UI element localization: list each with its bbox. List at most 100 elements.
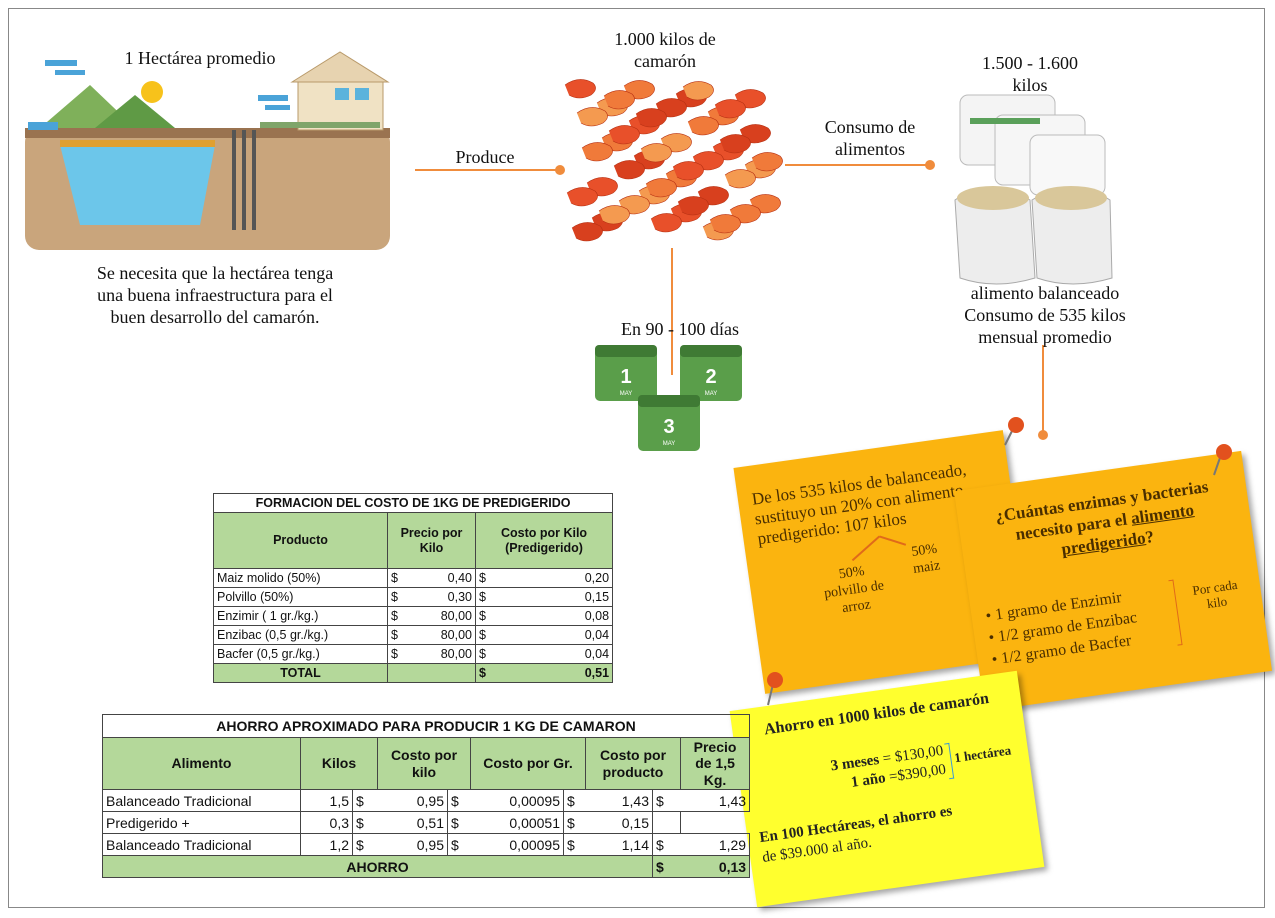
table-cell: $ [388, 607, 411, 626]
table-cell: $ [564, 834, 586, 856]
table-cell: 0,51 [501, 664, 613, 683]
table-cell [653, 812, 681, 834]
shrimp [565, 79, 596, 98]
table-cell: $ [448, 812, 471, 834]
table-cell: Polvillo (50%) [214, 588, 388, 607]
table-cell: $ [476, 664, 501, 683]
table-cell: 0,95 [378, 834, 448, 856]
pipe [260, 122, 380, 128]
calendar-day: 2 [705, 366, 716, 388]
table-cell: $ [653, 834, 681, 856]
shrimp [678, 196, 709, 215]
table-cell: $ [388, 645, 411, 664]
shrimp [577, 107, 608, 126]
water [60, 145, 215, 225]
sack-label [970, 118, 1040, 124]
table-cell: 0,95 [378, 790, 448, 812]
shrimp [604, 90, 635, 109]
pond-edge [60, 140, 215, 147]
table-cell: $ [476, 645, 501, 664]
table-cell: $ [388, 588, 411, 607]
shrimp [614, 160, 645, 179]
calendar-day: 3 [663, 416, 674, 438]
total-row: AHORRO$0,13 [103, 856, 750, 878]
table-cell: 0,08 [501, 607, 613, 626]
produce-label: Produce [440, 146, 530, 168]
table-cell: 0,51 [378, 812, 448, 834]
table-cell: 0,15 [501, 588, 613, 607]
data-row: Bacfer (0,5 gr./kg.)$80,00$0,04 [214, 645, 613, 664]
table-cell: 0,20 [501, 569, 613, 588]
text-line: buen desarrollo del camarón. [40, 306, 390, 328]
total-row: TOTAL $0,51 [214, 664, 613, 683]
feed-link-label: Consumo dealimentos [800, 116, 940, 160]
table-cell: 0,00051 [471, 812, 564, 834]
savings-scope: 1 hectárea [953, 739, 1034, 766]
table-cell: Enzimir ( 1 gr./kg.) [214, 607, 388, 626]
cloud [45, 60, 77, 66]
table-cell: Costo por producto [586, 738, 681, 790]
text-line: 1.000 kilos de [580, 28, 750, 50]
shrimp [673, 161, 704, 180]
text-line: 1.500 - 1.600 [950, 52, 1110, 74]
table-cell: 80,00 [411, 645, 476, 664]
table-cell: TOTAL [214, 664, 388, 683]
cost-table: FORMACION DEL COSTO DE 1KG DE PREDIGERID… [213, 493, 613, 683]
calendar-top [595, 345, 657, 357]
title-part: ? [1144, 527, 1155, 547]
per-unit: Por cadakilo [1179, 575, 1252, 614]
shrimp [599, 205, 630, 224]
window [335, 88, 349, 100]
connector-dot [555, 165, 565, 175]
table-cell: 0,13 [681, 856, 750, 878]
page: 1MAY2MAY3MAY 1 Hectárea promedio Se nece… [0, 0, 1275, 918]
text-line: mensual promedio [935, 326, 1155, 348]
table-cell: $ [353, 812, 378, 834]
table-cell: 0,04 [501, 645, 613, 664]
cloud [55, 70, 85, 75]
pipe [28, 122, 58, 130]
duration: En 90 - 100 días [590, 318, 770, 340]
table-cell: 80,00 [411, 626, 476, 645]
shrimp [720, 134, 751, 153]
table-cell [681, 812, 750, 834]
table-cell: Costo por Gr. [471, 738, 586, 790]
shrimp [688, 116, 719, 135]
table-cell [388, 664, 476, 683]
enzymes-title: ¿Cuántas enzimas y bacterias necesito pa… [967, 472, 1243, 572]
pipe [252, 130, 256, 230]
table-cell: $ [448, 834, 471, 856]
shrimp [725, 169, 756, 188]
table-cell: Enzibac (0,5 gr./kg.) [214, 626, 388, 645]
table-cell: 0,00095 [471, 790, 564, 812]
sack-grain [957, 186, 1029, 210]
pipe [242, 130, 246, 230]
table-cell: 1,43 [586, 790, 653, 812]
enzyme-items: • 1 gramo de Enzimir• 1/2 gramo de Enzib… [984, 580, 1181, 672]
data-row: Enzibac (0,5 gr./kg.)$80,00$0,04 [214, 626, 613, 645]
text-line: alimento balanceado [935, 282, 1155, 304]
data-row: Enzimir ( 1 gr./kg.)$80,00$0,08 [214, 607, 613, 626]
title-row: FORMACION DEL COSTO DE 1KG DE PREDIGERID… [214, 494, 613, 513]
table-cell: 0,15 [586, 812, 653, 834]
savings-conclusion: En 100 Hectáreas, el ahorro es de $39.00… [758, 791, 1031, 868]
pipe [232, 130, 236, 230]
table-cell: 0,3 [301, 812, 353, 834]
table-cell: $ [353, 834, 378, 856]
cloud [265, 105, 290, 110]
text-line: Se necesita que la hectárea tenga [40, 262, 390, 284]
connector-dot [925, 160, 935, 170]
table-cell: $ [388, 626, 411, 645]
calendar-month: MAY [663, 441, 676, 447]
table-cell: Maiz molido (50%) [214, 569, 388, 588]
shrimp [651, 213, 682, 232]
table-cell: 0,04 [501, 626, 613, 645]
text-line: Consumo de [800, 116, 940, 138]
saving-lines: 3 meses = $130,001 año =$390,00 [754, 742, 947, 806]
